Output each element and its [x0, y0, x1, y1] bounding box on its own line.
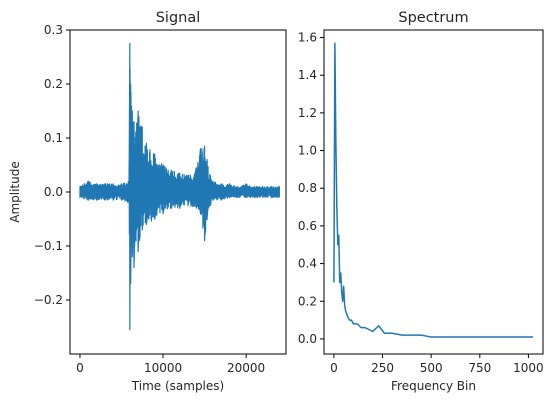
- x-tick-label: 0: [330, 361, 338, 375]
- x-tick-label: 250: [371, 361, 394, 375]
- signal-panel: 0 10000 20000 −0.2 −0.1 0.0 0.1 0.2 0.3 Signal Tim…: [8, 10, 287, 393]
- x-tick-label: 20000: [227, 361, 265, 375]
- x-tick-label: 10000: [144, 361, 182, 375]
- y-tick-label: 0.2: [44, 77, 63, 91]
- y-tick-label: 1.0: [298, 144, 317, 158]
- x-tick-label: 500: [420, 361, 443, 375]
- y-tick-label: 1.4: [298, 68, 317, 82]
- y-tick-label: 1.6: [298, 31, 317, 45]
- y-tick-label: 0.1: [44, 131, 63, 145]
- spectrum-line: [333, 42, 534, 338]
- spectrum-panel: 0 250 500 750 1000 0.0 0.2 0.4 0.6 0.8 1.0 1.2 1.4 1.…: [298, 10, 544, 393]
- x-tick-label: 1000: [513, 361, 544, 375]
- y-tick-label: 0.2: [298, 294, 317, 308]
- y-tick-label: 1.2: [298, 106, 317, 120]
- x-axis-label: Time (samples): [131, 379, 224, 393]
- signal-waveform: [79, 42, 280, 331]
- plot-frame: [323, 29, 544, 355]
- panel-title: Signal: [156, 10, 201, 26]
- y-tick-label: 0.8: [298, 181, 317, 195]
- y-tick-label: 0.6: [298, 219, 317, 233]
- y-tick-label: 0.3: [44, 23, 63, 37]
- y-tick-label: −0.1: [34, 239, 63, 253]
- y-axis-label: Amplitude: [8, 161, 22, 223]
- x-tick-label: 0: [76, 361, 84, 375]
- y-tick-label: 0.4: [298, 257, 317, 271]
- y-tick-label: 0.0: [44, 185, 63, 199]
- y-tick-label: −0.2: [34, 293, 63, 307]
- x-tick-label: 750: [468, 361, 491, 375]
- panel-title: Spectrum: [398, 10, 468, 26]
- x-axis-label: Frequency Bin: [391, 379, 476, 393]
- y-tick-label: 0.0: [298, 332, 317, 346]
